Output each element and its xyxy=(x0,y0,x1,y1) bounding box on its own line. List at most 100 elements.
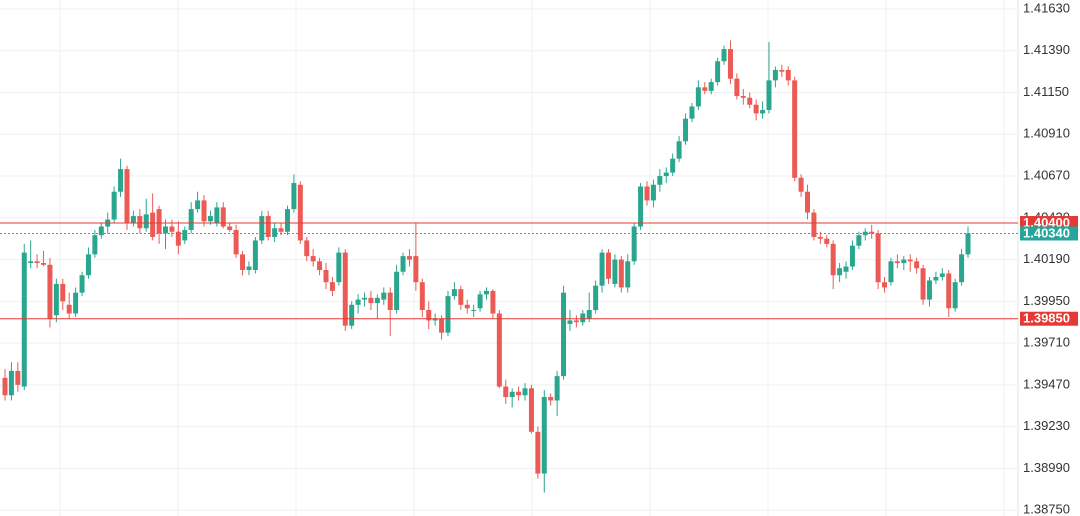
candle-body xyxy=(464,304,470,309)
candle-body xyxy=(907,259,913,262)
candle-body xyxy=(130,216,136,224)
candle-body xyxy=(272,228,278,237)
candle-body xyxy=(522,388,528,396)
candle-body xyxy=(207,216,213,222)
candle-body xyxy=(374,297,380,304)
candle-body xyxy=(240,254,246,271)
candle-body xyxy=(676,141,682,159)
candle-body xyxy=(265,216,271,237)
y-tick-label: 1.41630 xyxy=(1023,0,1070,15)
candle-body xyxy=(535,431,541,474)
candle-body xyxy=(528,388,534,432)
candle-body xyxy=(246,266,252,271)
candle-body xyxy=(304,240,310,257)
candle-body xyxy=(740,96,746,98)
y-tick-label: 1.40910 xyxy=(1023,126,1070,141)
candle-body xyxy=(188,209,194,230)
y-tick-label: 1.41150 xyxy=(1023,84,1069,99)
candle-body xyxy=(926,280,932,300)
price-label: 1.40400 xyxy=(1023,215,1070,230)
candle-body xyxy=(849,245,855,267)
candle-body xyxy=(503,386,509,398)
candle-body xyxy=(554,376,560,401)
candle-body xyxy=(631,226,637,262)
candle-body xyxy=(28,261,34,264)
candle-body xyxy=(965,233,971,255)
candle-body xyxy=(901,259,907,264)
candle-body xyxy=(137,216,143,229)
candle-body xyxy=(760,109,766,114)
candle-body xyxy=(355,299,361,305)
candle-body xyxy=(496,313,502,387)
candle-body xyxy=(548,397,554,401)
candle-body xyxy=(118,169,124,192)
candle-body xyxy=(214,207,220,224)
candle-body xyxy=(625,261,631,288)
candle-body xyxy=(8,370,14,396)
candle-body xyxy=(163,226,168,234)
candle-body xyxy=(772,69,778,81)
candle-body xyxy=(946,273,952,309)
candle-body xyxy=(310,256,316,262)
candle-body xyxy=(721,49,727,62)
candle-body xyxy=(586,310,592,319)
candle-body xyxy=(195,200,201,210)
candle-body xyxy=(400,256,406,272)
candle-body xyxy=(811,212,817,237)
candle-body xyxy=(329,282,335,291)
candle-body xyxy=(727,49,733,79)
candle-body xyxy=(227,226,233,230)
candle-body xyxy=(53,283,59,316)
price-label-box xyxy=(1020,226,1078,241)
candle-body xyxy=(573,320,579,323)
candle-body xyxy=(323,270,329,283)
candle-body xyxy=(490,290,496,314)
candle-body xyxy=(875,233,881,283)
candle-body xyxy=(317,261,323,271)
candle-body xyxy=(894,261,900,264)
candle-body xyxy=(670,158,676,173)
candle-body xyxy=(233,229,239,255)
candle-body xyxy=(715,61,721,83)
candle-body xyxy=(21,252,27,387)
candle-body xyxy=(92,235,98,255)
candle-body xyxy=(509,391,515,398)
candle-body xyxy=(41,263,47,265)
candle-body xyxy=(567,320,573,324)
candle-body xyxy=(201,200,207,222)
candle-body xyxy=(284,209,290,232)
candle-body xyxy=(66,304,72,314)
candle-body xyxy=(952,282,958,309)
candle-body xyxy=(798,177,804,192)
candle-body xyxy=(824,238,830,244)
candle-body xyxy=(2,377,8,396)
candle-body xyxy=(644,186,650,201)
candle-body xyxy=(599,252,605,286)
y-tick-label: 1.39710 xyxy=(1023,335,1070,350)
y-tick-label: 1.40190 xyxy=(1023,251,1070,266)
candle-body xyxy=(124,169,130,224)
candle-body xyxy=(702,87,708,91)
price-label: 1.40340 xyxy=(1023,225,1070,240)
candle-body xyxy=(419,282,425,311)
candle-body xyxy=(98,226,104,236)
candle-body xyxy=(484,290,489,295)
candle-body xyxy=(856,235,862,246)
candle-body xyxy=(73,292,79,314)
candle-body xyxy=(259,216,265,241)
candle-body xyxy=(779,69,785,72)
candle-body xyxy=(888,261,894,283)
candle-body xyxy=(220,207,226,227)
candle-body xyxy=(47,264,53,319)
candle-body xyxy=(15,370,21,385)
candle-body xyxy=(439,318,445,333)
y-tick-label: 1.38750 xyxy=(1023,502,1070,516)
candle-body xyxy=(85,254,91,276)
candle-body xyxy=(406,256,412,260)
y-tick-label: 1.41390 xyxy=(1023,42,1070,57)
candle-body xyxy=(291,183,297,210)
candle-body xyxy=(60,283,66,302)
candle-body xyxy=(368,297,374,304)
candle-body xyxy=(477,294,483,309)
